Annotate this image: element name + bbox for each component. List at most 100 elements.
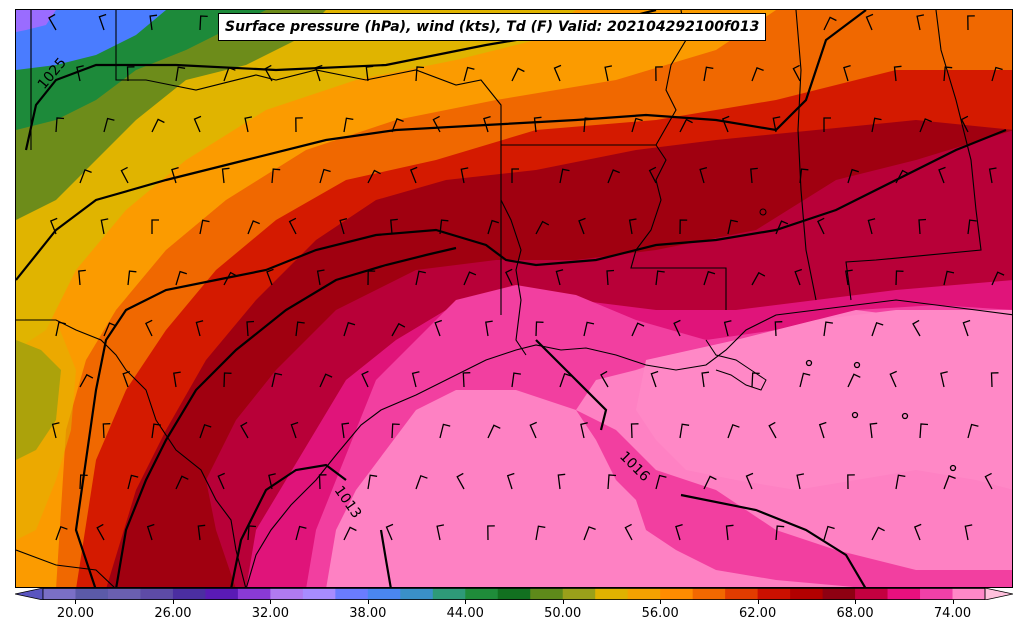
wind-barb [487, 525, 495, 541]
colorbar-extend-high [984, 588, 1013, 600]
fill-yellow-west [16, 310, 76, 540]
calm-wind-markers [805, 359, 957, 472]
fill-lightpink-gulf [636, 310, 1012, 490]
wind-barb [173, 371, 181, 388]
wind-barb [847, 474, 855, 490]
wind-barb [199, 423, 212, 439]
colorbar-segment [75, 588, 109, 600]
wind-barb [391, 118, 404, 133]
wind-barb [796, 473, 805, 490]
wind-barb [751, 372, 760, 388]
wind-barb [51, 422, 60, 439]
wind-barb [247, 220, 260, 235]
wind-barb [295, 525, 307, 541]
wind-barb [559, 372, 572, 388]
wind-barb [679, 118, 693, 133]
wind-barb [511, 67, 525, 82]
wind-barb [103, 117, 115, 133]
wind-barb [55, 117, 65, 133]
colorbar-tickmark [75, 600, 77, 604]
wind-barb [316, 269, 325, 286]
wind-barb [149, 14, 158, 31]
wind-barb [343, 526, 357, 541]
lake-marker [759, 208, 767, 216]
wind-barb [912, 319, 921, 337]
colorbar-tick-label: 68.00 [836, 606, 874, 621]
wind-barb [631, 117, 643, 133]
wind-barb [916, 14, 925, 31]
wind-barb [487, 219, 499, 235]
wind-barb [391, 423, 400, 439]
wind-barb [703, 270, 716, 286]
wind-barb [823, 321, 833, 337]
wind-barb [319, 168, 331, 184]
wind-barb [967, 219, 977, 235]
wind-barb [100, 218, 109, 235]
wind-barb [49, 217, 58, 235]
wind-barb [127, 270, 137, 286]
colorbar-tickmark [367, 600, 369, 604]
wind-barb [607, 474, 617, 490]
colorbar-segment [432, 588, 466, 600]
wind-barb [919, 118, 932, 133]
wind-barb [962, 319, 971, 337]
wind-barb [865, 13, 874, 31]
wind-barb [271, 372, 283, 388]
colorbar-tickmark [757, 600, 759, 604]
wind-barb [79, 169, 92, 184]
colorbar-segment [725, 588, 759, 600]
wind-barb [103, 322, 117, 337]
colorbar-extend-low [15, 588, 44, 600]
wind-barb [943, 475, 956, 490]
wind-barb [984, 472, 993, 490]
fill-purple [16, 10, 56, 32]
colorbar-segment [172, 588, 206, 600]
wind-barb [772, 116, 781, 133]
wind-barb [871, 321, 884, 337]
wind-barb [918, 218, 927, 235]
wind-barb [288, 217, 297, 235]
wind-barb [583, 321, 595, 337]
wind-barb [98, 13, 107, 31]
wind-barb [367, 270, 376, 286]
wind-barb [988, 167, 997, 184]
wind-barb [175, 270, 187, 286]
wind-barb [411, 371, 420, 388]
wind-barb [895, 169, 910, 184]
wind-barb [751, 67, 764, 82]
colorbar-tick-label: 50.00 [544, 606, 582, 621]
wind-barb [745, 472, 754, 490]
wind-barb [823, 525, 835, 541]
colorbar [15, 588, 1013, 600]
wind-barb [895, 474, 906, 490]
wind-barb [314, 64, 323, 82]
wind-barb [847, 373, 861, 388]
wind-barb [506, 472, 515, 490]
wind-barb [533, 116, 542, 133]
fill-orange [16, 10, 776, 587]
wind-barb [76, 65, 84, 82]
wind-barb [223, 372, 232, 388]
colorbar-border [42, 588, 986, 600]
calm-marker [853, 361, 861, 369]
colorbar-tick-label: 38.00 [349, 606, 387, 621]
colorbar-segment [627, 588, 661, 600]
mississippi-delta [705, 339, 767, 391]
wind-barb [889, 370, 897, 388]
wind-barb [266, 268, 274, 286]
wind-barb [818, 421, 827, 439]
wind-barb [679, 219, 688, 235]
wind-barb [221, 167, 230, 184]
wind-barb [96, 523, 105, 541]
wind-barb [721, 115, 730, 133]
wind-barb [559, 168, 570, 184]
calm-marker [901, 412, 909, 420]
colorbar-segment [465, 588, 499, 600]
wind-barb [943, 66, 953, 82]
colorbar-segment [530, 588, 564, 600]
wind-barb [175, 66, 186, 82]
wind-barb [79, 373, 94, 388]
map-canvas: 1025 1016 1013 [16, 10, 1012, 587]
colorbar-segment [887, 588, 921, 600]
colorbar-segment [43, 588, 76, 600]
